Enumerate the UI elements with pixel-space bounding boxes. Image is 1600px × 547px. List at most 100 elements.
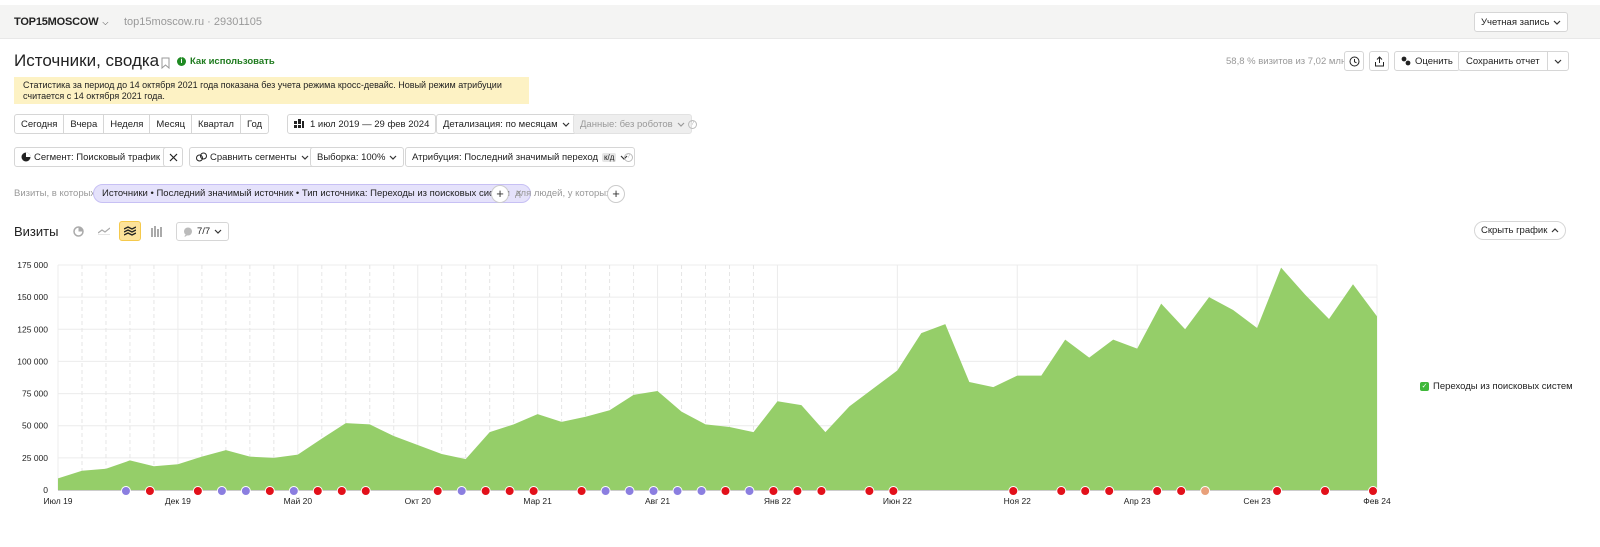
attribution-button[interactable]: Атрибуция: Последний значимый переход к/… xyxy=(405,147,636,167)
period-button[interactable]: Год xyxy=(239,114,270,134)
compare-label: Сравнить сегменты xyxy=(210,151,297,163)
y-tick-label: 125 000 xyxy=(17,324,48,334)
annotation-marker xyxy=(1152,486,1163,496)
compare-icon xyxy=(196,152,207,162)
hide-chart-label: Скрыть график xyxy=(1481,225,1548,236)
attribution-notice: Статистика за период до 14 октября 2021 … xyxy=(14,77,529,104)
chart-section-title: Визиты xyxy=(14,224,59,239)
date-range-button[interactable]: 1 июл 2019 — 29 фев 2024 xyxy=(287,114,437,134)
history-button[interactable] xyxy=(1344,51,1364,71)
annotation-marker xyxy=(816,486,827,496)
annotation-marker xyxy=(792,486,803,496)
add-people-filter-button[interactable]: + xyxy=(607,185,625,203)
visits-filter-label: Визиты, в которых xyxy=(14,188,96,199)
rate-icon xyxy=(1401,56,1411,66)
annotation-marker xyxy=(1272,486,1283,496)
help-icon[interactable]: ? xyxy=(624,153,633,162)
hide-chart-button[interactable]: Скрыть график xyxy=(1474,221,1567,240)
annotation-marker xyxy=(1320,486,1331,496)
site-info: top15moscow.ru · 29301105 xyxy=(124,16,262,28)
annotation-marker xyxy=(288,486,299,496)
account-button[interactable]: Учетная запись xyxy=(1474,12,1569,32)
annotation-marker xyxy=(1176,486,1187,496)
visits-area-chart: 0 25 000 50 000 75 000 100 000 125 000 150 000… xyxy=(17,260,1391,506)
groups-label: 7/7 xyxy=(197,226,211,237)
bookmark-icon[interactable] xyxy=(161,57,170,72)
help-icon[interactable]: ? xyxy=(688,120,697,129)
period-button[interactable]: Неделя xyxy=(103,114,151,134)
add-visit-filter-button[interactable]: + xyxy=(491,185,509,203)
counter-name: TOP15MOSCOW xyxy=(14,16,99,28)
counter-selector[interactable]: TOP15MOSCOW ⌵ xyxy=(14,16,108,28)
filter-chip[interactable]: Источники • Последний значимый источник … xyxy=(93,184,531,203)
attribution-label: Атрибуция: Последний значимый переход xyxy=(412,151,599,163)
annotation-marker xyxy=(1104,486,1115,496)
x-tick-label: Авг 21 xyxy=(645,496,670,506)
period-button[interactable]: Месяц xyxy=(149,114,193,134)
bar-chart-type-button[interactable] xyxy=(145,221,167,241)
compare-segments-button[interactable]: Сравнить сегменты xyxy=(189,147,316,167)
account-label: Учетная запись xyxy=(1481,16,1550,28)
annotation-marker xyxy=(1368,486,1378,496)
rate-button[interactable]: Оценить xyxy=(1394,51,1460,71)
checkbox-checked-icon[interactable]: ✓ xyxy=(1420,382,1429,391)
annotation-marker xyxy=(504,486,515,496)
period-button[interactable]: Квартал xyxy=(191,114,241,134)
page-title: Источники, сводка xyxy=(14,51,160,70)
how-to-use-link[interactable]: i Как использовать xyxy=(177,56,275,67)
period-button[interactable]: Вчера xyxy=(63,114,105,134)
annotation-marker xyxy=(216,486,227,496)
y-tick-label: 100 000 xyxy=(17,356,48,366)
annotation-marker xyxy=(240,486,251,496)
pie-chart-type-button[interactable] xyxy=(67,221,89,241)
detail-button[interactable]: Детализация: по месяцам xyxy=(436,114,577,134)
clear-segment-button[interactable] xyxy=(163,147,183,167)
annotation-marker xyxy=(192,486,203,496)
detail-label: Детализация: по месяцам xyxy=(443,118,558,130)
area-chart-type-button[interactable] xyxy=(119,221,141,241)
annotation-marker xyxy=(480,486,491,496)
period-button[interactable]: Сегодня xyxy=(14,114,65,134)
annotation-marker xyxy=(696,486,707,496)
groups-selector[interactable]: 7/7 xyxy=(176,222,230,241)
y-tick-label: 50 000 xyxy=(22,421,48,431)
save-options-button[interactable] xyxy=(1546,51,1569,71)
annotation-marker xyxy=(624,486,635,496)
save-report-button[interactable]: Сохранить отчет xyxy=(1458,51,1548,71)
period-selector: Сегодня Вчера Неделя Месяц Квартал Год xyxy=(14,114,270,134)
x-tick-label: Сен 23 xyxy=(1243,496,1271,506)
export-button[interactable] xyxy=(1369,51,1389,71)
annotation-marker xyxy=(768,486,779,496)
annotation-marker xyxy=(360,486,371,496)
annotation-marker xyxy=(144,486,155,496)
segment-button[interactable]: Сегмент: Поисковый трафик xyxy=(14,147,180,167)
export-icon xyxy=(1374,55,1384,66)
annotation-marker xyxy=(600,486,611,496)
bar-chart-icon xyxy=(150,225,162,237)
robots-label: Данные: без роботов xyxy=(580,118,673,130)
chart-legend[interactable]: ✓ Переходы из поисковых систем xyxy=(1420,381,1573,392)
chevron-down-icon xyxy=(1553,20,1561,25)
chevron-down-icon: ⌵ xyxy=(102,18,109,27)
notice-line-2: считается с 14 октября 2021 года. xyxy=(23,91,165,101)
y-tick-label: 0 xyxy=(43,485,48,495)
visits-share: 58,8 % визитов из 7,02 млн xyxy=(1226,56,1347,67)
pie-icon xyxy=(21,152,31,162)
annotation-marker xyxy=(720,486,731,496)
x-tick-label: Дек 19 xyxy=(165,496,191,506)
line-chart-icon xyxy=(98,227,110,235)
line-chart-type-button[interactable] xyxy=(93,221,115,241)
chevron-down-icon xyxy=(301,155,309,160)
x-tick-label: Мар 21 xyxy=(523,496,552,506)
y-tick-label: 25 000 xyxy=(22,453,48,463)
sample-button[interactable]: Выборка: 100% xyxy=(310,147,405,167)
area-chart-icon xyxy=(124,225,136,236)
robots-button[interactable]: Данные: без роботов xyxy=(573,114,692,134)
pie-chart-icon xyxy=(72,225,84,237)
x-tick-label: Апр 23 xyxy=(1124,496,1151,506)
y-tick-label: 175 000 xyxy=(17,260,48,270)
annotation-marker xyxy=(336,486,347,496)
series-area xyxy=(58,267,1377,490)
close-icon[interactable]: × xyxy=(515,188,522,199)
info-icon: i xyxy=(177,57,186,66)
